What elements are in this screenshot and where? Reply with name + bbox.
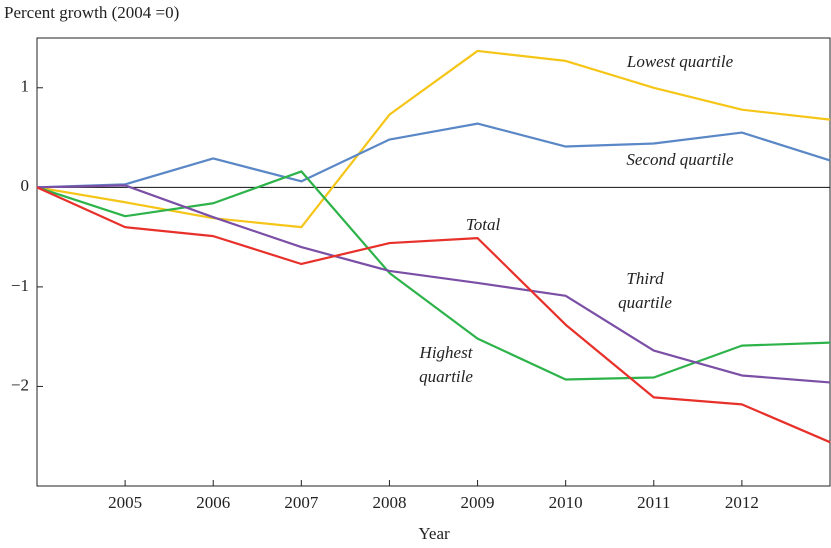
series-label: Second quartile [626,150,734,169]
y-tick-label: 1 [21,77,30,96]
x-axis-label: Year [418,524,450,543]
series-line [36,184,831,384]
x-tick-label: 2012 [725,493,759,512]
y-axis-label: Percent growth (2004 =0) [4,3,179,22]
x-tick-label: 2011 [637,493,670,512]
plot-frame [36,37,831,487]
series-line [36,170,831,381]
series-label: Lowest quartile [626,52,734,71]
series-line [36,186,831,444]
x-tick-label: 2006 [196,493,230,512]
series-label: Highest quartile [419,343,474,386]
y-tick-label: 0 [21,176,30,195]
x-tick-label: 2005 [108,493,142,512]
series-line [36,49,831,229]
x-tick-label: 2008 [372,493,406,512]
x-tick-label: 2010 [549,493,583,512]
y-tick-label: −2 [11,375,29,394]
series-label: Total [466,215,501,234]
series-label: Third quartile [618,269,672,312]
x-tick-label: 2009 [461,493,495,512]
x-tick-label: 2007 [284,493,319,512]
y-tick-label: −1 [11,276,29,295]
series-line [36,122,831,189]
